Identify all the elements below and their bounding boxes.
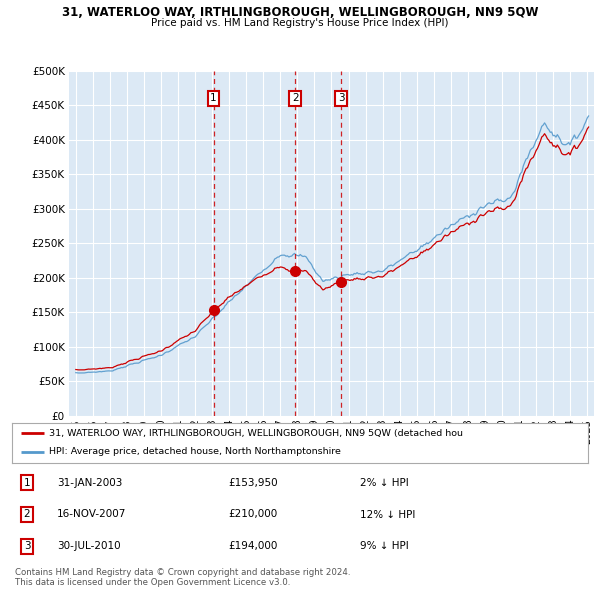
Text: 1: 1: [210, 93, 217, 103]
Text: 1: 1: [23, 478, 31, 487]
Text: £194,000: £194,000: [228, 542, 277, 551]
Text: 12% ↓ HPI: 12% ↓ HPI: [360, 510, 415, 519]
Text: Contains HM Land Registry data © Crown copyright and database right 2024.
This d: Contains HM Land Registry data © Crown c…: [15, 568, 350, 587]
Text: HPI: Average price, detached house, North Northamptonshire: HPI: Average price, detached house, Nort…: [49, 447, 341, 457]
Text: 2: 2: [23, 510, 31, 519]
Text: 31-JAN-2003: 31-JAN-2003: [57, 478, 122, 487]
Text: 2% ↓ HPI: 2% ↓ HPI: [360, 478, 409, 487]
Text: 16-NOV-2007: 16-NOV-2007: [57, 510, 127, 519]
Text: 30-JUL-2010: 30-JUL-2010: [57, 542, 121, 551]
Text: £153,950: £153,950: [228, 478, 278, 487]
Text: 31, WATERLOO WAY, IRTHLINGBOROUGH, WELLINGBOROUGH, NN9 5QW: 31, WATERLOO WAY, IRTHLINGBOROUGH, WELLI…: [62, 6, 538, 19]
Text: 31, WATERLOO WAY, IRTHLINGBOROUGH, WELLINGBOROUGH, NN9 5QW (detached hou: 31, WATERLOO WAY, IRTHLINGBOROUGH, WELLI…: [49, 428, 463, 438]
Text: 3: 3: [23, 542, 31, 551]
Text: £210,000: £210,000: [228, 510, 277, 519]
Text: 2: 2: [292, 93, 299, 103]
Text: 3: 3: [338, 93, 344, 103]
Text: 9% ↓ HPI: 9% ↓ HPI: [360, 542, 409, 551]
Text: Price paid vs. HM Land Registry's House Price Index (HPI): Price paid vs. HM Land Registry's House …: [151, 18, 449, 28]
